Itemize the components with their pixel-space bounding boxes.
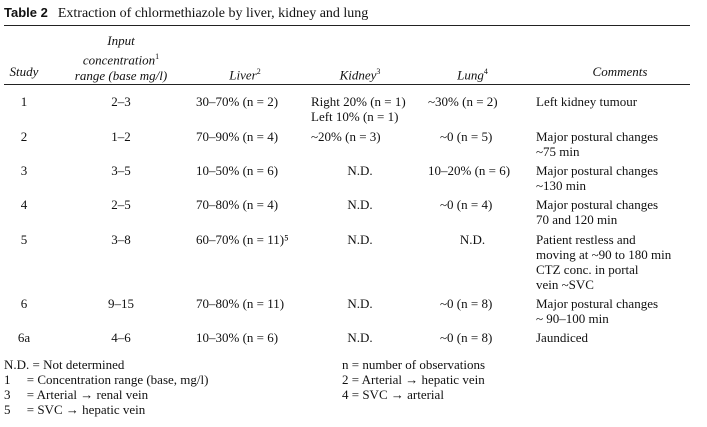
cell-liver: 10–50% (n = 6) <box>196 163 279 178</box>
cell-comments: ~130 min <box>536 178 587 193</box>
cell-study: 6 <box>20 296 28 311</box>
cell-kidney: Right 20% (n = 1) <box>311 94 406 109</box>
table-title: Table 2 Extraction of chlormethiazole by … <box>4 5 368 22</box>
cell-comments: Major postural changes <box>536 163 659 178</box>
header-input-line3: range (base mg/l) <box>74 68 168 84</box>
cell-lung: ~0 (n = 4) <box>440 197 493 212</box>
cell-comments: Major postural changes <box>536 197 659 212</box>
cell-liver: 10–30% (n = 6) <box>196 330 279 345</box>
cell-study: 6a <box>17 330 31 345</box>
header-rule <box>4 84 690 85</box>
cell-range: 3–8 <box>111 232 131 247</box>
cell-comments: ~75 min <box>536 144 580 159</box>
header-kidney-footnote: 3 <box>376 67 381 76</box>
cell-kidney: N.D. <box>347 330 373 345</box>
cell-liver: 70–90% (n = 4) <box>196 129 279 144</box>
header-input: Input concentration1 range (base mg/l) <box>66 33 176 84</box>
footnote-2: 2 = Arterial → hepatic vein <box>342 372 485 387</box>
cell-kidney: N.D. <box>347 232 373 247</box>
header-kidney: Kidney3 <box>339 67 381 83</box>
cell-lung: N.D. <box>459 232 486 247</box>
cell-kidney: N.D. <box>347 296 373 311</box>
cell-comments: 70 and 120 min <box>536 212 618 227</box>
header-lung: Lung4 <box>457 67 488 83</box>
header-liver-footnote: 2 <box>256 67 261 76</box>
cell-comments: moving at ~90 to 180 min <box>536 247 672 262</box>
cell-comments: Major postural changes <box>536 296 659 311</box>
cell-liver: 70–80% (n = 11) <box>196 296 285 311</box>
header-input-line2: concentration1 <box>82 52 160 68</box>
header-comments: Comments <box>592 64 648 79</box>
cell-study: 3 <box>20 163 28 178</box>
cell-range: 4–6 <box>111 330 131 345</box>
footnote-4: 4 = SVC → arterial <box>342 387 444 402</box>
cell-kidney: N.D. <box>347 163 373 178</box>
cell-range: 2–5 <box>111 197 131 212</box>
table-label: Table 2 <box>4 5 48 20</box>
cell-lung: 10–20% (n = 6) <box>428 163 511 178</box>
header-input-footnote: 1 <box>155 52 160 61</box>
cell-range: 1–2 <box>111 129 131 144</box>
cell-kidney: ~20% (n = 3) <box>311 129 381 144</box>
footnote-5: 5 = SVC → hepatic vein <box>4 402 146 417</box>
header-input-line1: Input <box>107 33 135 48</box>
cell-range: 2–3 <box>111 94 131 109</box>
table-caption: Extraction of chlormethiazole by liver, … <box>57 6 369 21</box>
footnote-n: n = number of observations <box>342 357 486 372</box>
header-lung-footnote: 4 <box>483 67 488 76</box>
cell-comments: vein ~SVC <box>536 277 594 292</box>
cell-comments: Patient restless and <box>536 232 636 247</box>
cell-lung: ~0 (n = 8) <box>440 330 493 345</box>
footnote-3: 3 = Arterial → renal vein <box>4 387 149 402</box>
cell-liver: 30–70% (n = 2) <box>196 94 279 109</box>
cell-kidney: Left 10% (n = 1) <box>311 109 399 124</box>
cell-liver: 60–70% (n = 11)⁵ <box>196 232 289 247</box>
header-study: Study <box>9 64 39 79</box>
cell-comments: ~ 90–100 min <box>536 311 609 326</box>
footnote-nd: N.D. = Not determined <box>4 357 125 372</box>
cell-comments: Jaundiced <box>536 330 588 345</box>
footnote-1: 1 = Concentration range (base, mg/l) <box>4 372 209 387</box>
header-liver: Liver2 <box>229 67 261 83</box>
cell-comments: Major postural changes <box>536 129 659 144</box>
cell-study: 2 <box>20 129 28 144</box>
cell-study: 4 <box>20 197 28 212</box>
cell-study: 1 <box>20 94 28 109</box>
cell-study: 5 <box>20 232 28 247</box>
cell-lung: ~0 (n = 5) <box>440 129 493 144</box>
top-rule <box>4 25 690 26</box>
cell-lung: ~30% (n = 2) <box>428 94 498 109</box>
cell-comments: Left kidney tumour <box>536 94 638 109</box>
cell-range: 9–15 <box>108 296 134 311</box>
cell-liver: 70–80% (n = 4) <box>196 197 279 212</box>
cell-lung: ~0 (n = 8) <box>440 296 493 311</box>
cell-range: 3–5 <box>111 163 131 178</box>
cell-comments: CTZ conc. in portal <box>536 262 639 277</box>
cell-kidney: N.D. <box>347 197 373 212</box>
